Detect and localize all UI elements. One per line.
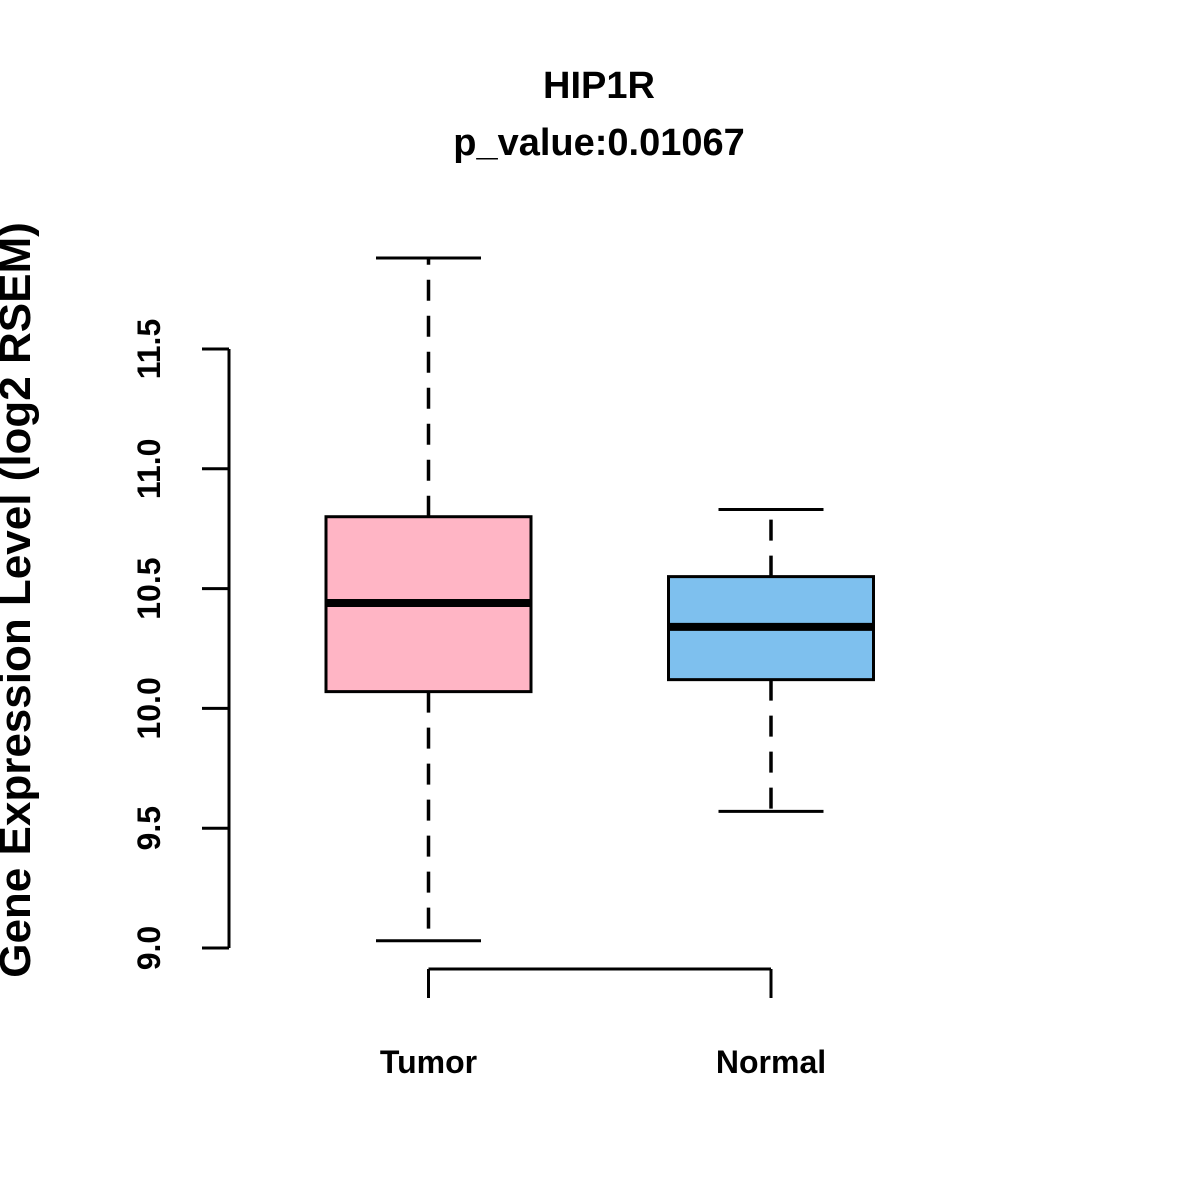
y-axis-label: Gene Expression Level (log2 RSEM) [0,222,40,978]
y-tick-label: 10.5 [131,557,167,619]
y-tick-label: 11.5 [131,319,167,380]
y-axis: 9.0 9.5 10.0 10.5 11.0 11.5 [131,319,231,970]
x-axis-bracket: Tumor Normal [380,967,826,1080]
y-tick-label: 11.0 [131,439,167,500]
x-label-tumor: Tumor [380,1044,477,1080]
chart-subtitle: p_value:0.01067 [453,122,745,164]
chart-title: HIP1R [543,65,655,107]
y-tick-label: 9.0 [131,926,167,970]
y-tick-label: 9.5 [131,806,167,850]
x-label-normal: Normal [716,1044,826,1080]
plot-area [324,256,875,943]
y-tick-label: 10.0 [131,677,167,739]
